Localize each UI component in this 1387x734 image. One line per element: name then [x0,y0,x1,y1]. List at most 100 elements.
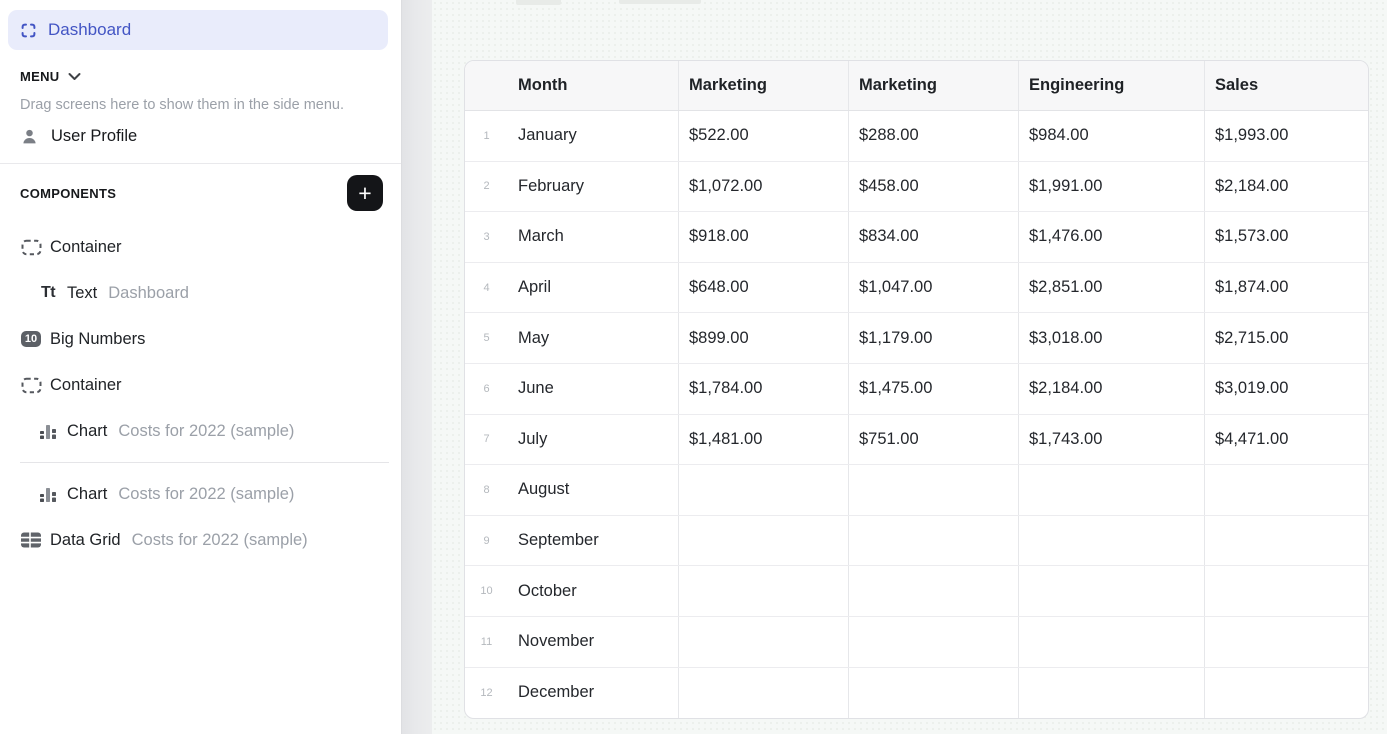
value-cell[interactable]: $2,715.00 [1204,313,1368,363]
value-cell[interactable] [848,667,1018,719]
value-cell[interactable]: $1,072.00 [678,161,848,212]
value-cell[interactable]: $984.00 [1018,111,1204,161]
table-row[interactable]: 6 June $1,784.00 $1,475.00 $2,184.00 $3,… [465,363,1368,415]
value-cell[interactable] [1018,515,1204,566]
month-cell[interactable]: 12 December [465,668,678,719]
value-cell[interactable] [1204,465,1368,515]
month-label: November [518,632,595,651]
value-cell[interactable]: $1,047.00 [848,262,1018,313]
month-cell[interactable]: 4 April [465,263,678,313]
value-cell[interactable]: $288.00 [848,111,1018,161]
value-cell[interactable] [1018,616,1204,667]
value-cell[interactable]: $3,018.00 [1018,313,1204,363]
table-row[interactable]: 11 November [465,616,1368,668]
value-cell[interactable]: $1,481.00 [678,414,848,465]
value-cell[interactable] [678,616,848,667]
value-cell[interactable]: $1,573.00 [1204,212,1368,262]
table-row[interactable]: 3 March $918.00 $834.00 $1,476.00 $1,573… [465,212,1368,263]
component-item-chart-2[interactable]: Chart Costs for 2022 (sample) [0,471,401,517]
month-cell[interactable]: 11 November [465,617,678,667]
value-cell[interactable]: $1,475.00 [848,363,1018,414]
value-cell[interactable]: $1,179.00 [848,313,1018,363]
table-row[interactable]: 5 May $899.00 $1,179.00 $3,018.00 $2,715… [465,313,1368,364]
value-cell[interactable]: $918.00 [678,212,848,262]
value-cell[interactable]: $1,784.00 [678,363,848,414]
value-cell[interactable] [848,465,1018,515]
column-header-marketing-1[interactable]: Marketing [678,61,848,110]
value-cell[interactable] [678,465,848,515]
table-row[interactable]: 4 April $648.00 $1,047.00 $2,851.00 $1,8… [465,262,1368,314]
menu-section-label: MENU [20,69,60,84]
value-cell[interactable]: $1,991.00 [1018,161,1204,212]
value-cell[interactable]: $1,743.00 [1018,414,1204,465]
column-header-sales[interactable]: Sales [1204,61,1368,110]
value-cell[interactable] [678,515,848,566]
month-cell[interactable]: 3 March [465,212,678,262]
month-cell[interactable]: 5 May [465,313,678,363]
month-cell[interactable]: 1 January [465,111,678,161]
value-cell[interactable]: $648.00 [678,262,848,313]
table-row[interactable]: 2 February $1,072.00 $458.00 $1,991.00 $… [465,161,1368,213]
row-number: 12 [480,686,493,699]
table-row[interactable]: 10 October [465,566,1368,617]
column-header-month[interactable]: Month [518,76,568,94]
value-cell[interactable]: $458.00 [848,161,1018,212]
row-number: 10 [480,585,493,598]
row-number: 6 [483,382,490,395]
component-item-big-numbers[interactable]: 10 Big Numbers [0,316,401,362]
value-cell[interactable] [848,616,1018,667]
value-cell[interactable] [1204,515,1368,566]
column-header-marketing-2[interactable]: Marketing [848,61,1018,110]
value-cell[interactable]: $2,184.00 [1018,363,1204,414]
sidebar-item-dashboard[interactable]: Dashboard [8,10,388,50]
column-header-engineering[interactable]: Engineering [1018,61,1204,110]
panel-resizer[interactable] [402,0,432,734]
value-cell[interactable] [848,566,1018,616]
table-row[interactable]: 12 December [465,667,1368,719]
sidebar-item-user-profile[interactable]: User Profile [20,127,381,146]
value-cell[interactable] [678,667,848,719]
component-item-chart-1[interactable]: Chart Costs for 2022 (sample) [0,408,401,454]
month-cell[interactable]: 7 July [465,415,678,465]
value-cell[interactable]: $2,184.00 [1204,161,1368,212]
value-cell[interactable]: $4,471.00 [1204,414,1368,465]
chevron-down-icon[interactable] [68,72,81,81]
month-label: April [518,278,552,297]
table-row[interactable]: 9 September [465,515,1368,567]
row-number: 4 [483,281,490,294]
data-grid-component[interactable]: Month Marketing Marketing Engineering Sa… [464,60,1369,720]
editor-canvas[interactable]: Month Marketing Marketing Engineering Sa… [432,0,1387,734]
value-cell[interactable] [1204,616,1368,667]
value-cell[interactable] [1204,566,1368,616]
table-row[interactable]: 8 August [465,465,1368,516]
value-cell[interactable]: $2,851.00 [1018,262,1204,313]
value-cell[interactable]: $3,019.00 [1204,363,1368,414]
table-row[interactable]: 1 January $522.00 $288.00 $984.00 $1,993… [465,111,1368,162]
month-cell[interactable]: 8 August [465,465,678,515]
value-cell[interactable]: $1,993.00 [1204,111,1368,161]
value-cell[interactable]: $522.00 [678,111,848,161]
component-item-container-1[interactable]: Container [0,224,401,270]
value-cell[interactable] [1018,667,1204,719]
value-cell[interactable] [1204,667,1368,719]
value-cell[interactable] [678,566,848,616]
value-cell[interactable]: $834.00 [848,212,1018,262]
month-label: September [518,531,599,550]
component-item-text[interactable]: Tt Text Dashboard [0,270,401,316]
value-cell[interactable]: $751.00 [848,414,1018,465]
month-cell[interactable]: 6 June [465,364,678,414]
month-cell[interactable]: 9 September [465,516,678,566]
value-cell[interactable] [848,515,1018,566]
value-cell[interactable]: $1,874.00 [1204,262,1368,313]
value-cell[interactable]: $899.00 [678,313,848,363]
value-cell[interactable]: $1,476.00 [1018,212,1204,262]
month-cell[interactable]: 10 October [465,566,678,616]
month-cell[interactable]: 2 February [465,162,678,212]
value-cell[interactable] [1018,566,1204,616]
component-item-container-2[interactable]: Container [0,362,401,408]
menu-drop-hint: Drag screens here to show them in the si… [20,97,344,113]
value-cell[interactable] [1018,465,1204,515]
add-component-button[interactable]: + [347,175,383,211]
component-item-data-grid[interactable]: Data Grid Costs for 2022 (sample) [0,517,401,563]
table-row[interactable]: 7 July $1,481.00 $751.00 $1,743.00 $4,47… [465,414,1368,466]
